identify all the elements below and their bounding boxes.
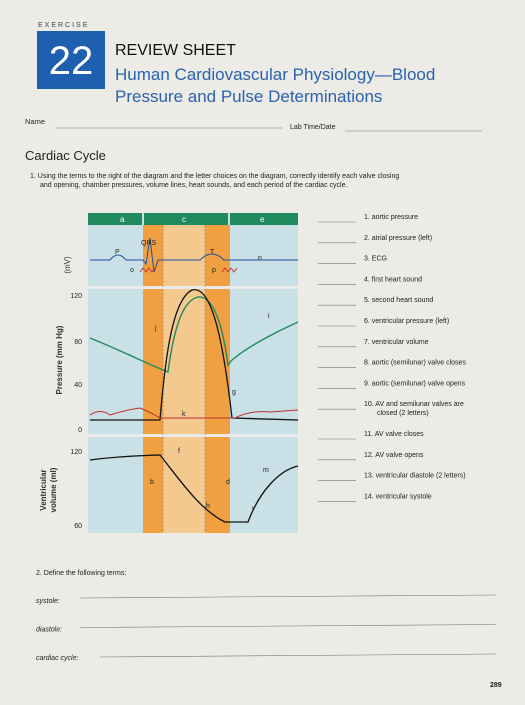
term: 4. first heart sound bbox=[364, 276, 422, 283]
phase-label: e bbox=[260, 215, 265, 224]
diagram bbox=[88, 213, 299, 533]
term: closed (2 letters) bbox=[377, 410, 429, 417]
define-term: diastole: bbox=[36, 627, 62, 634]
question-text: 2. Define the following terms: bbox=[36, 570, 126, 577]
diagram-letter: b bbox=[150, 479, 154, 486]
exercise-label: EXERCISE bbox=[38, 22, 89, 29]
diagram-letter: p bbox=[212, 267, 216, 274]
define-term: cardiac cycle: bbox=[36, 655, 78, 662]
term: 12. AV valve opens bbox=[364, 452, 424, 459]
page-number: 289 bbox=[490, 682, 502, 689]
diagram-letter: QRS bbox=[141, 240, 157, 247]
term: 2. atrial pressure (left) bbox=[364, 235, 432, 242]
tick-label: 0 bbox=[78, 427, 82, 434]
term: 6. ventricular pressure (left) bbox=[364, 318, 449, 325]
tick-label: 120 bbox=[70, 293, 82, 300]
title: Pressure and Pulse Determinations bbox=[115, 87, 382, 106]
diagram-letter: l bbox=[252, 507, 254, 514]
term: 5. second heart sound bbox=[364, 297, 433, 304]
section-title: Cardiac Cycle bbox=[25, 148, 106, 163]
question-text: 1. Using the terms to the right of the d… bbox=[30, 173, 399, 180]
question-text: and opening, chamber pressures, volume l… bbox=[40, 182, 347, 189]
axis-label: Ventricular bbox=[39, 469, 48, 510]
diagram-letter: d bbox=[226, 479, 230, 486]
term: 7. ventricular volume bbox=[364, 339, 429, 346]
axis-label: Pressure (mm Hg) bbox=[55, 325, 64, 394]
term: 9. aortic (semilunar) valve opens bbox=[364, 380, 466, 387]
phase-label: c bbox=[182, 215, 186, 224]
tick-label: 60 bbox=[74, 523, 82, 530]
term: 14. ventricular systole bbox=[364, 493, 432, 500]
answer-line bbox=[99, 653, 497, 658]
axis-label: (mV) bbox=[63, 256, 72, 274]
tick-label: 80 bbox=[74, 339, 82, 346]
sheet-label: REVIEW SHEET bbox=[115, 42, 236, 59]
diagram-letter: i bbox=[268, 313, 270, 320]
exercise-number: 22 bbox=[49, 39, 94, 83]
term: 11. AV valve closes bbox=[364, 431, 424, 438]
title: Human Cardiovascular Physiology—Blood bbox=[115, 65, 435, 84]
diagram-letter: h bbox=[206, 503, 210, 510]
tick-label: 40 bbox=[74, 382, 82, 389]
exercise-box bbox=[37, 31, 105, 89]
term: 1. aortic pressure bbox=[364, 214, 418, 221]
define-term: systole: bbox=[36, 598, 60, 605]
diagram-letter: P bbox=[115, 249, 120, 256]
term: 10. AV and semilunar valves are bbox=[364, 401, 464, 408]
diagram-letter: o bbox=[130, 267, 134, 274]
diagram-letter: n bbox=[258, 255, 262, 262]
diagram-letter: T bbox=[210, 249, 215, 256]
term: 13. ventricular diastole (2 letters) bbox=[364, 473, 466, 480]
term-list: 1. aortic pressure 2. atrial pressure (le… bbox=[318, 214, 466, 502]
diagram-letter: j bbox=[154, 325, 157, 332]
term: 3. ECG bbox=[364, 256, 387, 263]
answer-line bbox=[79, 594, 497, 599]
diagram-letter: f bbox=[178, 448, 180, 455]
name-label: Name bbox=[25, 117, 45, 126]
term: 8. aortic (semilunar) valve closes bbox=[364, 360, 466, 367]
phase-label: a bbox=[120, 215, 125, 224]
diagram-letter: k bbox=[182, 411, 186, 418]
diagram-letter: g bbox=[232, 389, 236, 396]
lab-time-label: Lab Time/Date bbox=[290, 124, 336, 131]
definition-list: systole: diastole: cardiac cycle: bbox=[36, 594, 497, 662]
tick-label: 120 bbox=[70, 449, 82, 456]
answer-line bbox=[79, 624, 497, 628]
axis-label: volume (ml) bbox=[49, 467, 58, 512]
diagram-letter: m bbox=[263, 467, 269, 474]
